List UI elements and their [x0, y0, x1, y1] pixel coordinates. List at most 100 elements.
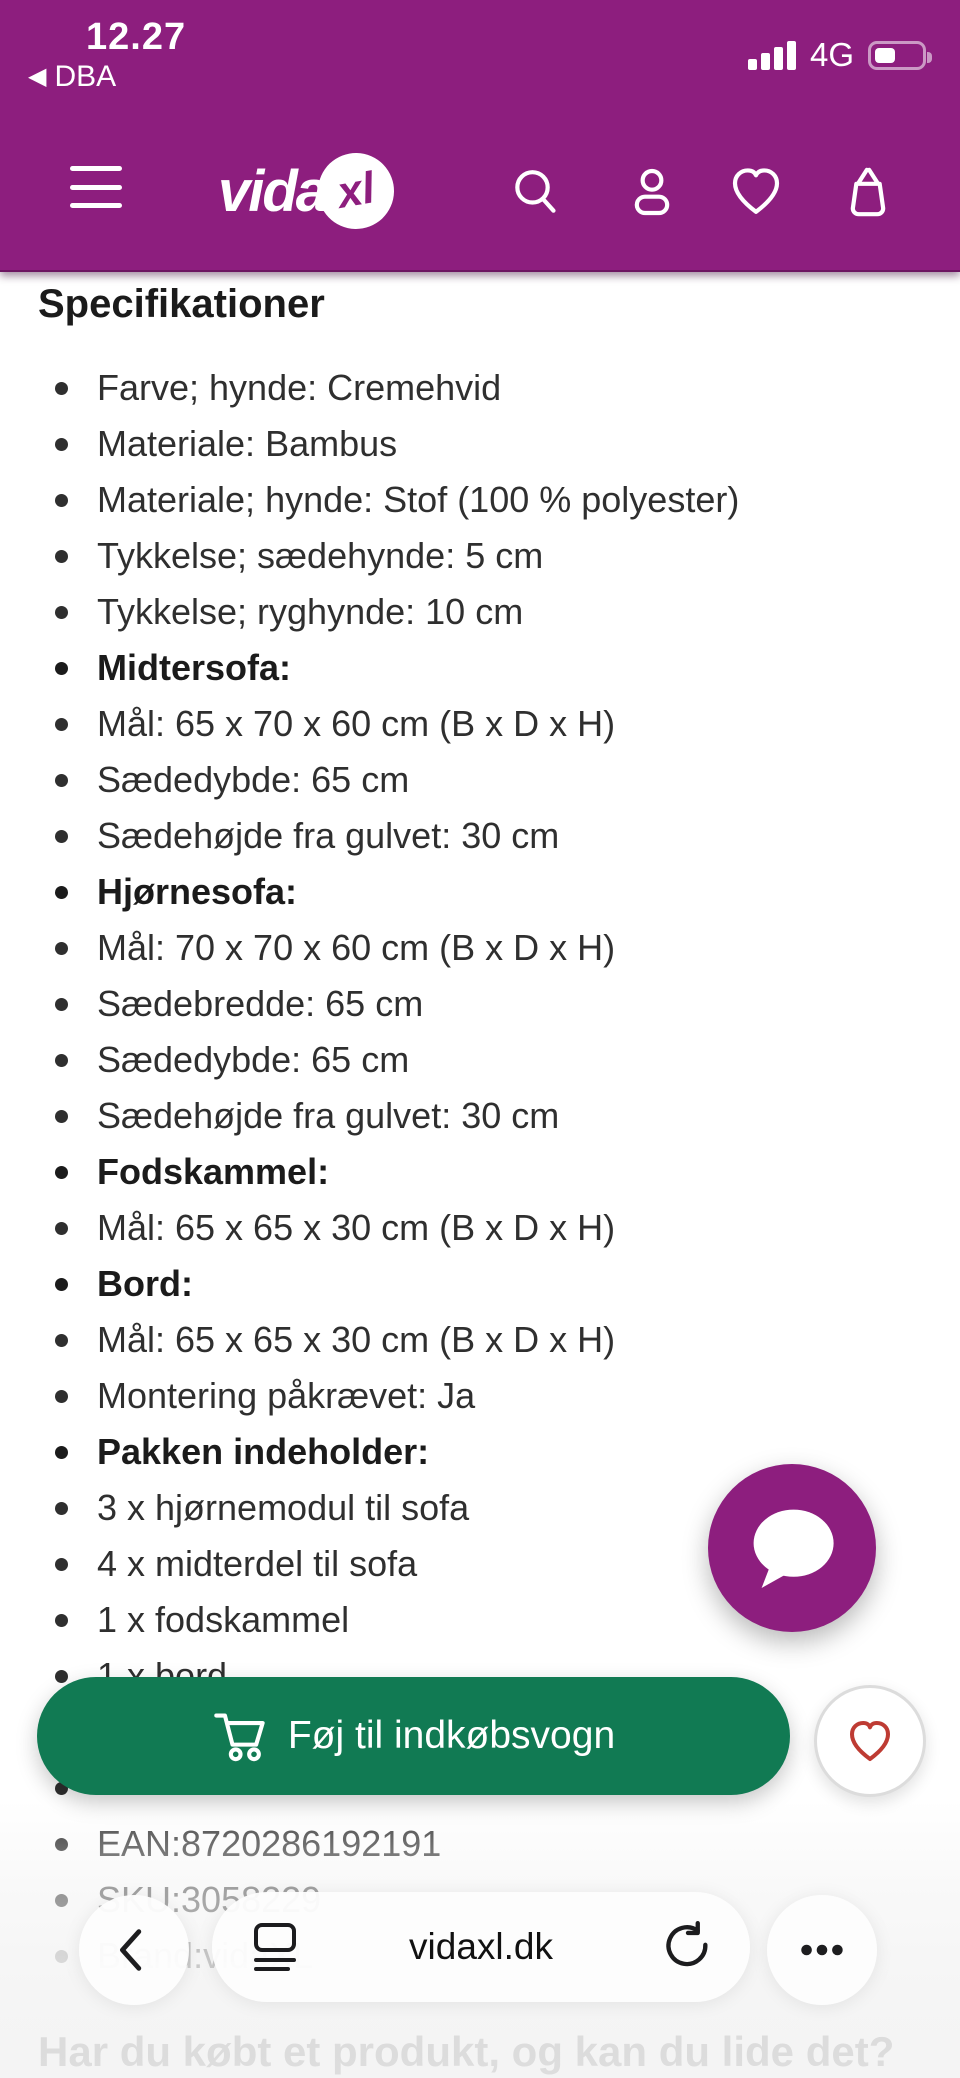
bullet-icon [55, 997, 68, 1011]
list-item: Mål: 65 x 70 x 60 cm (B x D x H) [0, 696, 960, 752]
bullet-icon [55, 549, 68, 563]
list-item-text: 1 x fodskammel [97, 1599, 350, 1640]
list-item: Materiale: Bambus [0, 416, 960, 472]
bullet-icon [55, 661, 68, 675]
list-item: Mål: 65 x 65 x 30 cm (B x D x H) [0, 1312, 960, 1368]
bullet-icon [55, 941, 68, 955]
favorite-heart-icon [849, 1720, 891, 1762]
list-item: 1 x fodskammel [0, 1592, 960, 1648]
bullet-icon [55, 493, 68, 507]
cart-button[interactable] [840, 164, 896, 220]
chat-fab-button[interactable] [708, 1464, 876, 1632]
url-pill[interactable]: vidaxl.dk [212, 1892, 750, 2002]
list-item: Sædedybde: 65 cm [0, 1032, 960, 1088]
list-item-text: Materiale; hynde: Stof (100 % polyester) [97, 479, 740, 520]
list-item-text: Tykkelse; ryghynde: 10 cm [97, 591, 524, 632]
basket-icon [850, 167, 886, 217]
list-item-text: 4 x midterdel til sofa [97, 1543, 418, 1584]
status-icons: 4G [747, 36, 932, 74]
bullet-icon [55, 829, 68, 843]
bullet-icon [55, 1389, 68, 1403]
list-item: Sædehøjde fra gulvet: 30 cm [0, 808, 960, 864]
list-item-text: Pakken indeholder: [97, 1431, 430, 1472]
search-button[interactable] [508, 164, 564, 220]
search-icon [515, 170, 556, 213]
refresh-icon[interactable] [662, 1921, 714, 1978]
list-item: 3 x hjørnemodul til sofa [0, 1480, 960, 1536]
browser-back-button[interactable] [79, 1895, 189, 2005]
bullet-icon [55, 1669, 68, 1683]
bullet-icon [55, 381, 68, 395]
logo-word: vida [218, 158, 328, 224]
menu-button[interactable] [70, 166, 122, 208]
back-triangle-icon: ◀ [28, 63, 47, 90]
browser-more-button[interactable] [767, 1895, 877, 2005]
account-button[interactable] [624, 164, 680, 220]
list-item-text: Mål: 65 x 65 x 30 cm (B x D x H) [97, 1319, 616, 1360]
network-label: 4G [809, 36, 854, 73]
cart-icon [214, 1713, 265, 1762]
back-app-label: DBA [54, 60, 117, 93]
bullet-icon [55, 1557, 68, 1571]
list-item: Tykkelse; sædehynde: 5 cm [0, 528, 960, 584]
list-item: Tykkelse; ryghynde: 10 cm [0, 584, 960, 640]
add-to-cart-bar: Føj til indkøbsvogn [0, 1677, 960, 1797]
list-item-text: Farve; hynde: Cremehvid [97, 367, 502, 408]
bullet-icon [55, 717, 68, 731]
list-item: Mål: 70 x 70 x 60 cm (B x D x H) [0, 920, 960, 976]
list-item-text: Sædehøjde fra gulvet: 30 cm [97, 815, 560, 856]
list-item: Montering påkrævet: Ja [0, 1368, 960, 1424]
list-item: Sædebredde: 65 cm [0, 976, 960, 1032]
list-item-text: Midtersofa: [97, 647, 292, 688]
app-header: 12.27 ◀ DBA 4G vida xl [0, 0, 960, 272]
list-item-text: EAN:8720286192191 [97, 1823, 442, 1864]
account-icon [634, 168, 670, 216]
list-item-text: Sædedybde: 65 cm [97, 1039, 410, 1080]
bullet-icon [55, 605, 68, 619]
bullet-icon [55, 773, 68, 787]
list-item: Fodskammel: [0, 1144, 960, 1200]
list-item: Hjørnesofa: [0, 864, 960, 920]
list-item-text: Fodskammel: [97, 1151, 330, 1192]
bullet-icon [55, 1109, 68, 1123]
list-item-text: 3 x hjørnemodul til sofa [97, 1487, 470, 1528]
bullet-icon [55, 1333, 68, 1347]
bullet-icon [55, 1613, 68, 1627]
bullet-icon [55, 1277, 68, 1291]
wishlist-button[interactable] [728, 164, 784, 220]
page-title: Specifikationer [38, 282, 325, 326]
list-item: Farve; hynde: Cremehvid [0, 360, 960, 416]
list-item-text: Tykkelse; sædehynde: 5 cm [97, 535, 544, 576]
list-item-text: Mål: 70 x 70 x 60 cm (B x D x H) [97, 927, 616, 968]
list-item: Sædedybde: 65 cm [0, 752, 960, 808]
list-item-text: Bord: [97, 1263, 193, 1304]
heart-icon [732, 168, 780, 214]
list-item-text: Sædehøjde fra gulvet: 30 cm [97, 1095, 560, 1136]
back-to-app-link[interactable]: ◀ DBA [28, 60, 116, 94]
list-item: EAN:8720286192191 [0, 1816, 960, 1872]
list-item: Midtersofa: [0, 640, 960, 696]
signal-icon [747, 40, 796, 70]
battery-icon [868, 40, 932, 70]
chevron-left-icon [120, 1929, 142, 1971]
add-to-cart-button[interactable]: Føj til indkøbsvogn [37, 1677, 790, 1795]
list-item: Bord: [0, 1256, 960, 1312]
list-item-text: Montering påkrævet: Ja [97, 1375, 476, 1416]
bullet-icon [55, 1053, 68, 1067]
list-item-text: Sædebredde: 65 cm [97, 983, 424, 1024]
list-item-text: Sædedybde: 65 cm [97, 759, 410, 800]
bullet-icon [55, 1837, 68, 1851]
bullet-icon [55, 1445, 68, 1459]
chat-bubble-icon [753, 1509, 834, 1588]
list-item-text: Materiale: Bambus [97, 423, 398, 464]
list-item-text: Mål: 65 x 65 x 30 cm (B x D x H) [97, 1207, 616, 1248]
vidaxl-logo[interactable]: vida xl [218, 146, 401, 236]
add-to-cart-label: Føj til indkøbsvogn [287, 1714, 616, 1757]
bullet-icon [55, 437, 68, 451]
list-item: Pakken indeholder: [0, 1424, 960, 1480]
list-item: 4 x midterdel til sofa [0, 1536, 960, 1592]
ellipsis-icon [801, 1944, 843, 1956]
list-item: Sædehøjde fra gulvet: 30 cm [0, 1088, 960, 1144]
favorite-button[interactable] [814, 1685, 926, 1797]
